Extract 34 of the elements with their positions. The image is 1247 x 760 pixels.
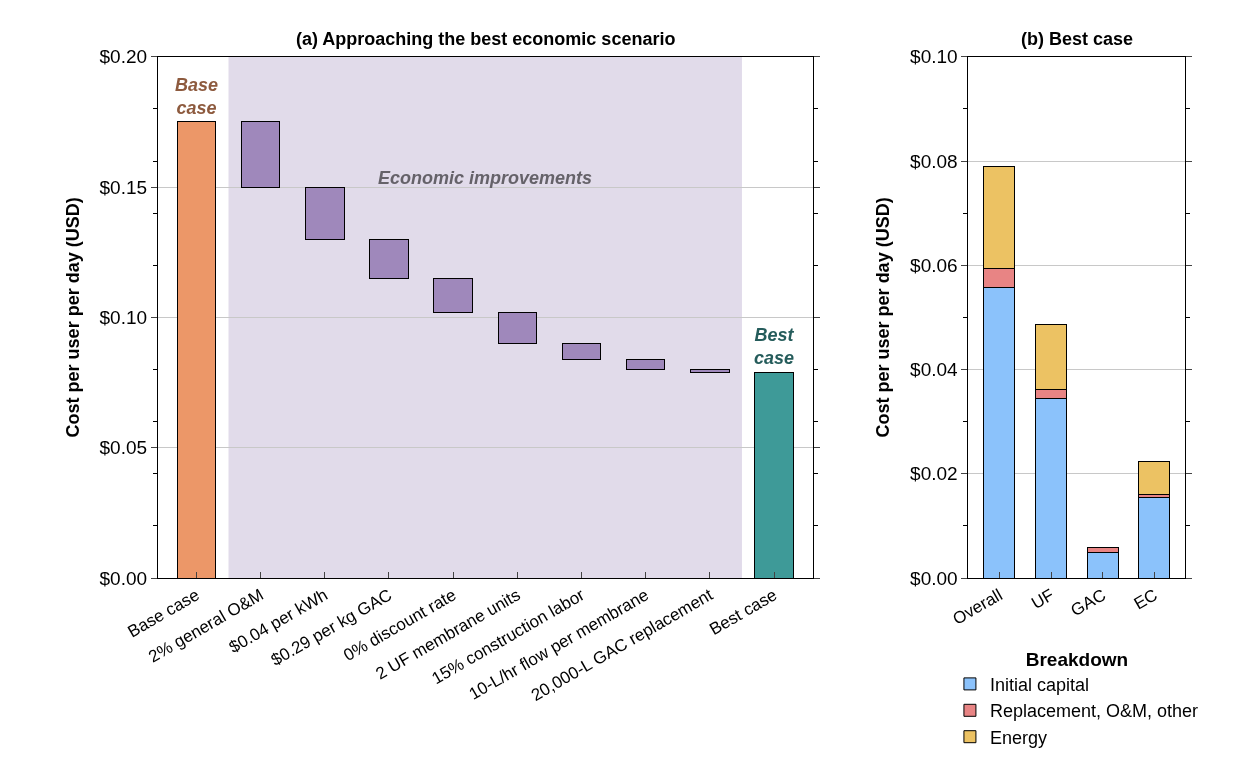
x-tick-label: GAC: [1067, 585, 1110, 621]
bar: [369, 238, 409, 279]
y-tick-label: $0.10: [910, 46, 958, 68]
bar: [1138, 461, 1171, 495]
bar: [625, 358, 666, 370]
bar: [690, 369, 730, 373]
y-tick-label: $0.02: [910, 463, 958, 485]
legend-label: Initial capital: [989, 674, 1089, 695]
y-tick-label: $0.20: [99, 46, 148, 68]
chart-title: (a) Approaching the best economic scenario: [296, 29, 676, 49]
y-tick-label: $0.00: [99, 567, 148, 589]
y-axis-title: Cost per user per day (USD): [62, 197, 83, 438]
y-tick-label: $0.10: [99, 307, 148, 329]
y-tick-label: $0.08: [910, 150, 958, 172]
annotation: Best case: [754, 325, 795, 369]
x-tick-label: UF: [1028, 585, 1058, 614]
y-tick-label: $0.05: [99, 437, 148, 459]
y-tick-label: $0.00: [910, 567, 958, 589]
y-tick-label: $0.04: [910, 359, 959, 381]
y-tick-label: $0.06: [910, 254, 958, 276]
x-tick-label: EC: [1130, 585, 1161, 614]
bar: [497, 311, 538, 344]
bar: [305, 186, 345, 240]
y-tick-label: $0.15: [99, 176, 148, 198]
band-label: Economic improvements: [378, 168, 593, 188]
chart-title: (b) Best case: [1021, 29, 1134, 49]
bar: [561, 342, 602, 360]
y-axis-title: Cost per user per day (USD): [873, 197, 894, 438]
bar: [240, 121, 281, 188]
bar: [433, 277, 473, 313]
legend-title: Breakdown: [1025, 648, 1129, 670]
annotation: Base case: [175, 75, 219, 119]
legend-label: Replacement, O&M, other: [989, 701, 1199, 722]
legend-label: Energy: [989, 727, 1047, 748]
